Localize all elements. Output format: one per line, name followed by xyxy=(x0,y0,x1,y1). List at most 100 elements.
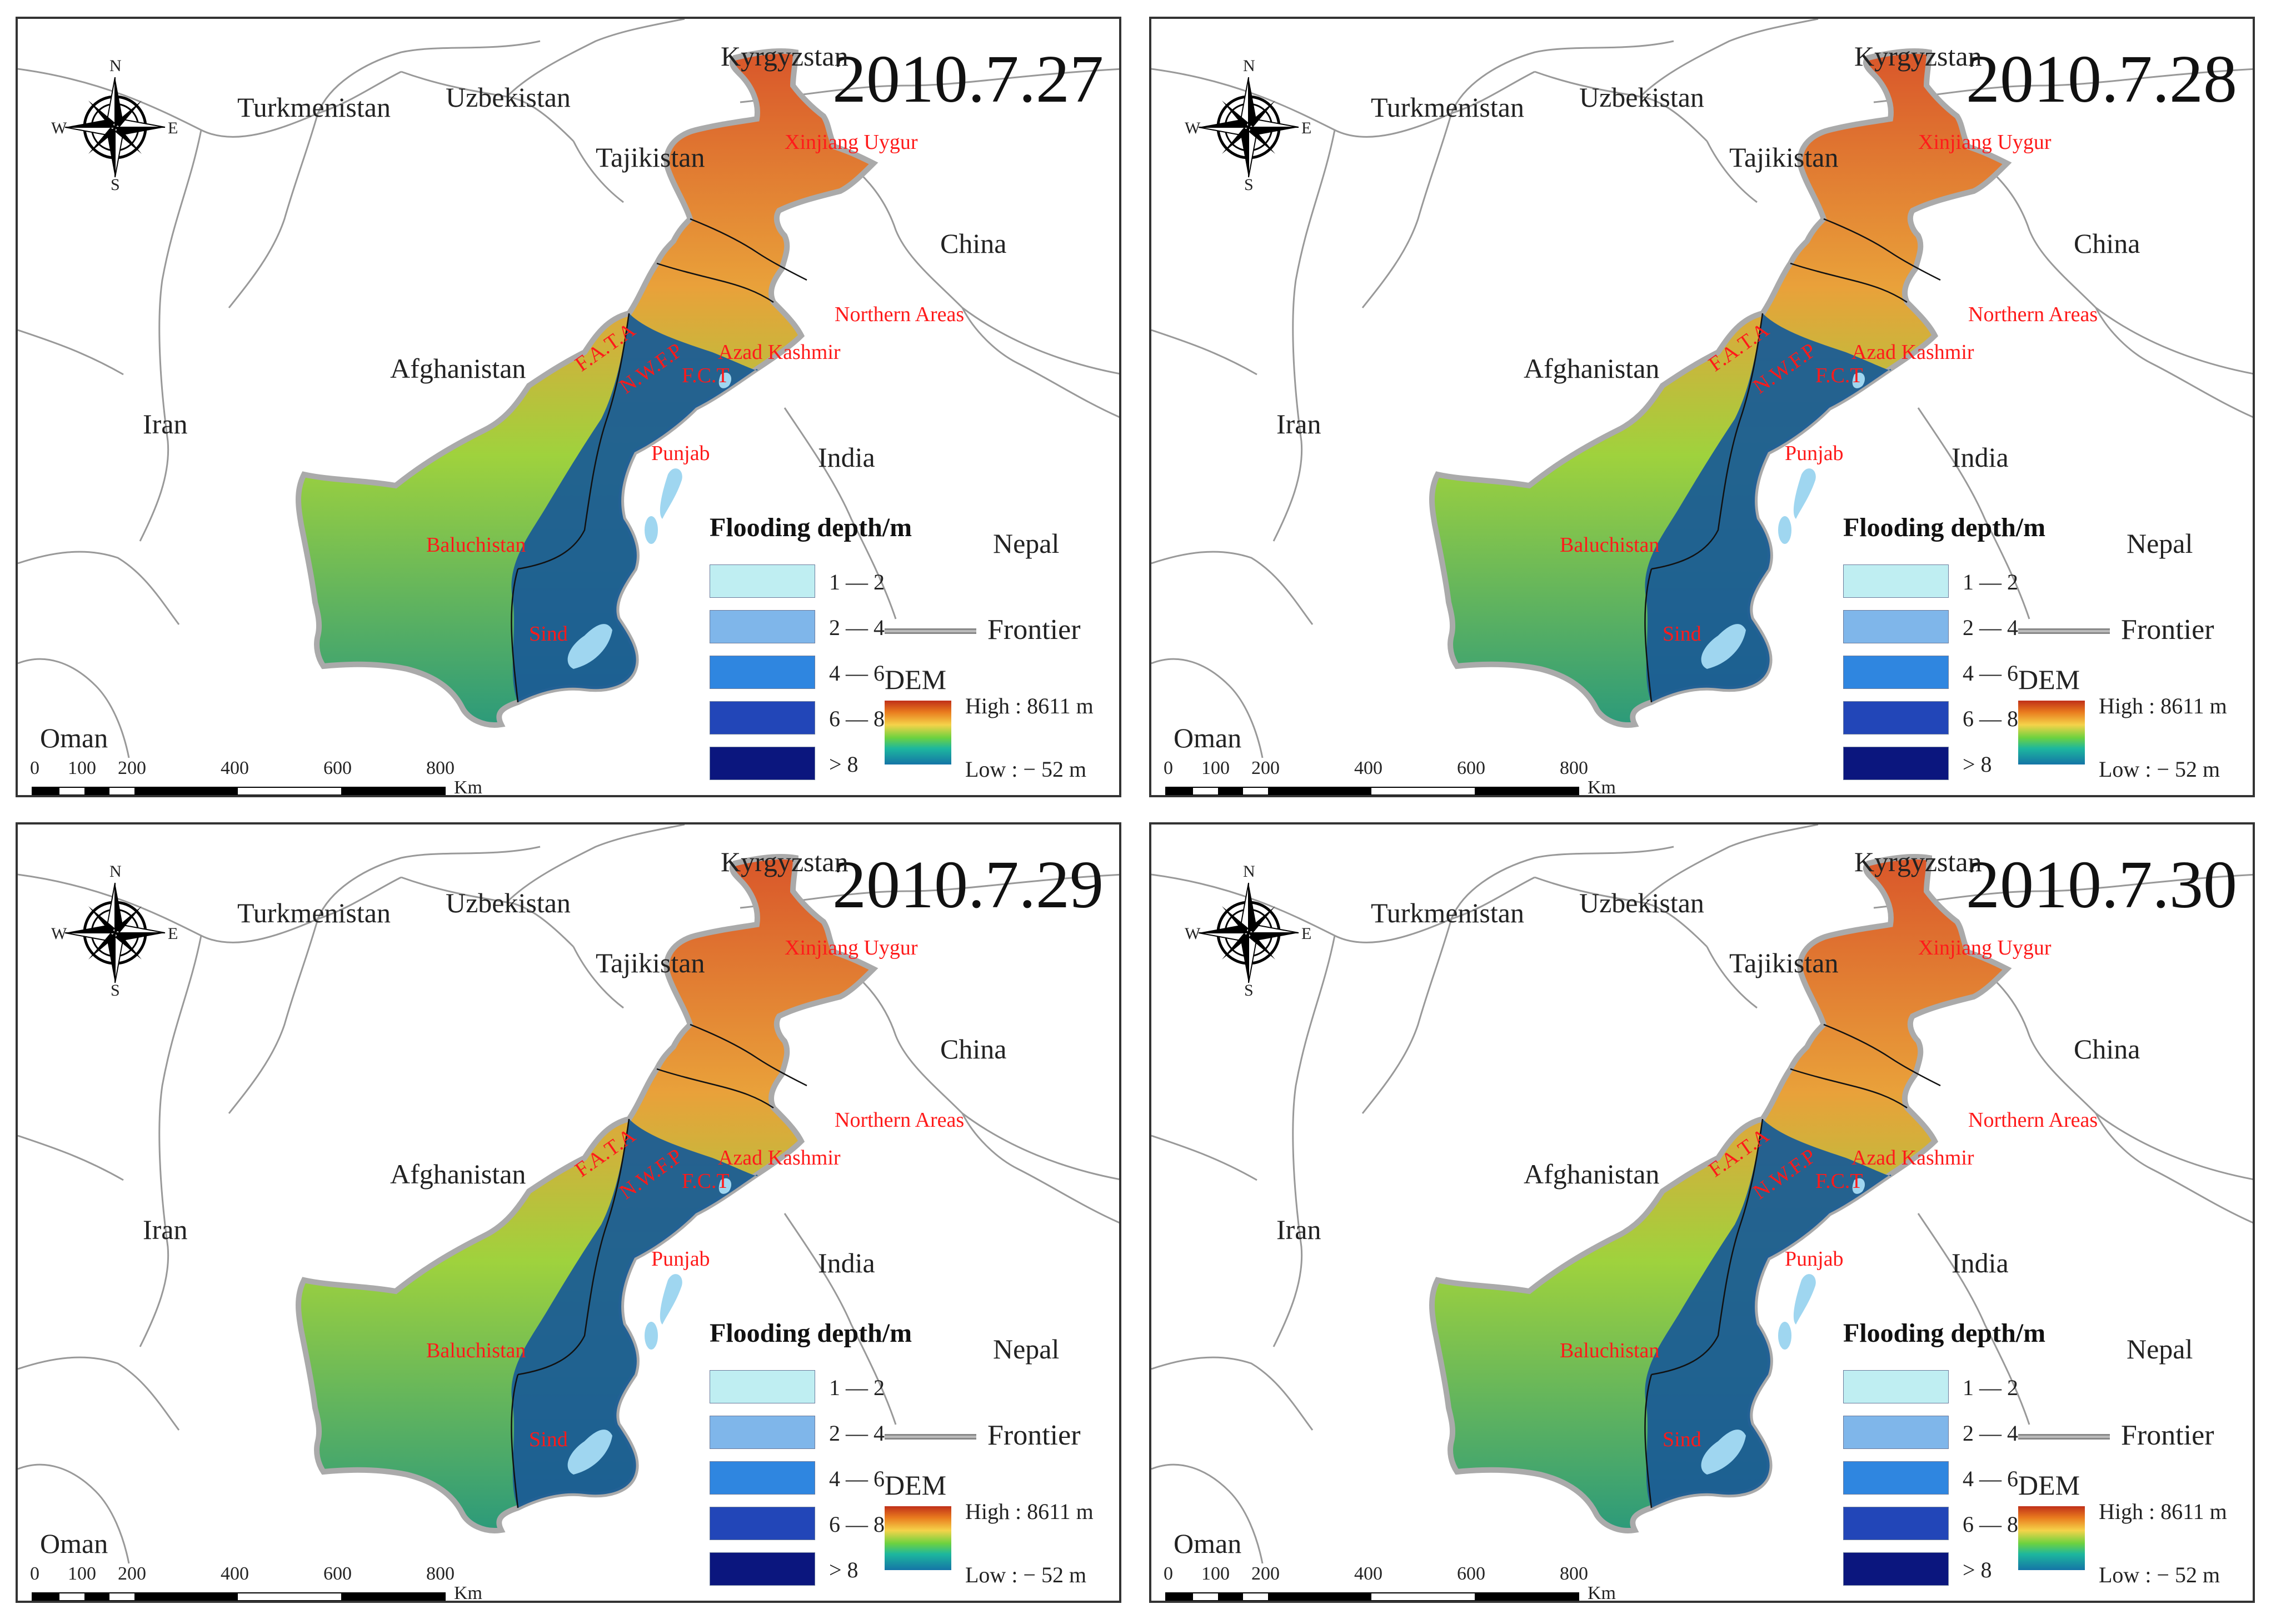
legend-label: 1 — 2 xyxy=(829,1375,885,1400)
label-china: China xyxy=(940,1033,1007,1065)
label-oman: Oman xyxy=(40,722,108,753)
compass-rose xyxy=(1198,77,1299,178)
label-baluchistan: Baluchistan xyxy=(426,533,526,557)
province-boundaries xyxy=(511,1023,807,1508)
pakistan-map xyxy=(296,48,879,728)
compass-south-label: S xyxy=(1244,981,1254,1000)
scale-tick: 100 xyxy=(1201,1563,1230,1584)
legend-label: 4 — 6 xyxy=(829,661,885,686)
frontier-label: Frontier xyxy=(987,1420,1081,1451)
scale-tick: 0 xyxy=(30,758,39,778)
pakistan-map xyxy=(296,854,879,1533)
label-uzbekistan: Uzbekistan xyxy=(1579,887,1704,918)
label-tajikistan: Tajikistan xyxy=(1729,947,1839,978)
label-turkmenistan: Turkmenistan xyxy=(237,92,391,123)
frontier-symbol xyxy=(885,628,976,634)
compass-rose xyxy=(64,882,166,983)
legend-swatch xyxy=(1843,747,1949,780)
country-boundaries xyxy=(1151,825,2253,1564)
flood-areas xyxy=(1701,372,1865,669)
label-oman: Oman xyxy=(40,1528,108,1559)
frontier-symbol xyxy=(2018,628,2110,634)
legend-swatch xyxy=(1843,1552,1949,1586)
compass-rose xyxy=(1198,882,1299,983)
label-tajikistan: Tajikistan xyxy=(596,142,705,173)
label-afghanistan: Afghanistan xyxy=(1524,353,1660,384)
dem-label: DEM xyxy=(2018,1470,2080,1501)
frontier-symbol xyxy=(2018,1434,2110,1440)
compass-north-label: N xyxy=(109,57,122,75)
compass-east-label: E xyxy=(1301,119,1312,137)
label-xinjiang-uygur: Xinjiang Uygur xyxy=(785,131,918,154)
scale-tick: 600 xyxy=(1457,758,1485,778)
legend-swatch xyxy=(710,656,815,689)
label-oman: Oman xyxy=(1174,1528,1242,1559)
scale-bar xyxy=(32,787,446,795)
label-kyrgyzstan: Kyrgyzstan xyxy=(1854,846,1982,877)
label-sind: Sind xyxy=(529,1428,568,1451)
compass-north-label: N xyxy=(1243,57,1255,75)
scale-tick: 800 xyxy=(1560,1563,1588,1584)
label-northern-areas: Northern Areas xyxy=(1968,303,2098,326)
legend-swatch xyxy=(1843,1461,1949,1495)
label-oman: Oman xyxy=(1174,722,1242,753)
label-sind: Sind xyxy=(529,622,568,646)
label-baluchistan: Baluchistan xyxy=(426,1339,526,1362)
scale-unit: Km xyxy=(454,777,482,797)
legend-swatch xyxy=(1843,1507,1949,1540)
label-kyrgyzstan: Kyrgyzstan xyxy=(1854,41,1982,72)
scale-bar xyxy=(1165,1592,1579,1601)
label-india: India xyxy=(818,442,875,473)
map-date: 2010.7.27 xyxy=(832,42,1104,117)
province-boundaries xyxy=(511,218,807,703)
legend-title: Flooding depth/m xyxy=(1843,1318,2046,1348)
map-date: 2010.7.30 xyxy=(1966,847,2237,922)
scale-tick: 600 xyxy=(323,1563,352,1584)
legend-title: Flooding depth/m xyxy=(710,513,912,542)
map-canvas xyxy=(1151,825,2253,1564)
scale-tick: 200 xyxy=(1251,1563,1280,1584)
label-uzbekistan: Uzbekistan xyxy=(446,82,571,113)
map-panel-2: N S E W 2010.7.28 Kyrgyzstan Turkmenista… xyxy=(1149,17,2255,797)
legend-label: 4 — 6 xyxy=(829,1466,885,1491)
label-india: India xyxy=(1951,442,2009,473)
label-afghanistan: Afghanistan xyxy=(390,1158,526,1190)
label-xinjiang-uygur: Xinjiang Uygur xyxy=(785,936,918,960)
legend-title: Flooding depth/m xyxy=(1843,513,2046,542)
legend-swatch xyxy=(1843,1370,1949,1403)
map-date: 2010.7.29 xyxy=(832,847,1104,922)
label-china: China xyxy=(2074,1033,2140,1065)
label-tajikistan: Tajikistan xyxy=(1729,142,1839,173)
frontier-label: Frontier xyxy=(987,614,1081,646)
label-iran: Iran xyxy=(143,408,188,439)
legend-label: 2 — 4 xyxy=(829,615,885,640)
label-sind: Sind xyxy=(1663,1428,1701,1451)
dem-low-label: Low : − 52 m xyxy=(965,1562,1087,1587)
scale-tick: 200 xyxy=(1251,758,1280,778)
scale-tick: 0 xyxy=(30,1563,39,1584)
compass-east-label: E xyxy=(168,925,178,943)
label-nepal: Nepal xyxy=(2127,1333,2193,1365)
dem-high-label: High : 8611 m xyxy=(965,1499,1094,1524)
label-fct: F.C.T xyxy=(1815,364,1863,387)
label-china: China xyxy=(2074,228,2140,259)
label-iran: Iran xyxy=(1276,1214,1321,1245)
legend-label: 6 — 8 xyxy=(829,706,885,731)
legend-label: > 8 xyxy=(1963,1557,1992,1582)
map-panel-3: N S E W 2010.7.29 Kyrgyzstan Turkmenista… xyxy=(16,822,1121,1603)
label-iran: Iran xyxy=(1276,408,1321,439)
label-baluchistan: Baluchistan xyxy=(1560,533,1660,557)
label-uzbekistan: Uzbekistan xyxy=(1579,82,1704,113)
label-turkmenistan: Turkmenistan xyxy=(1371,897,1524,928)
legend-label: 4 — 6 xyxy=(1963,661,2018,686)
legend-swatch xyxy=(1843,610,1949,643)
label-nepal: Nepal xyxy=(2127,528,2193,559)
dem-label: DEM xyxy=(885,664,947,695)
scale-bar xyxy=(1165,787,1579,795)
dem-low-label: Low : − 52 m xyxy=(2099,1562,2220,1587)
compass-north-label: N xyxy=(1243,862,1255,881)
compass-north-label: N xyxy=(109,862,122,881)
label-baluchistan: Baluchistan xyxy=(1560,1339,1660,1362)
legend-label: 2 — 4 xyxy=(1963,615,2018,640)
pakistan-map xyxy=(1429,48,2012,728)
